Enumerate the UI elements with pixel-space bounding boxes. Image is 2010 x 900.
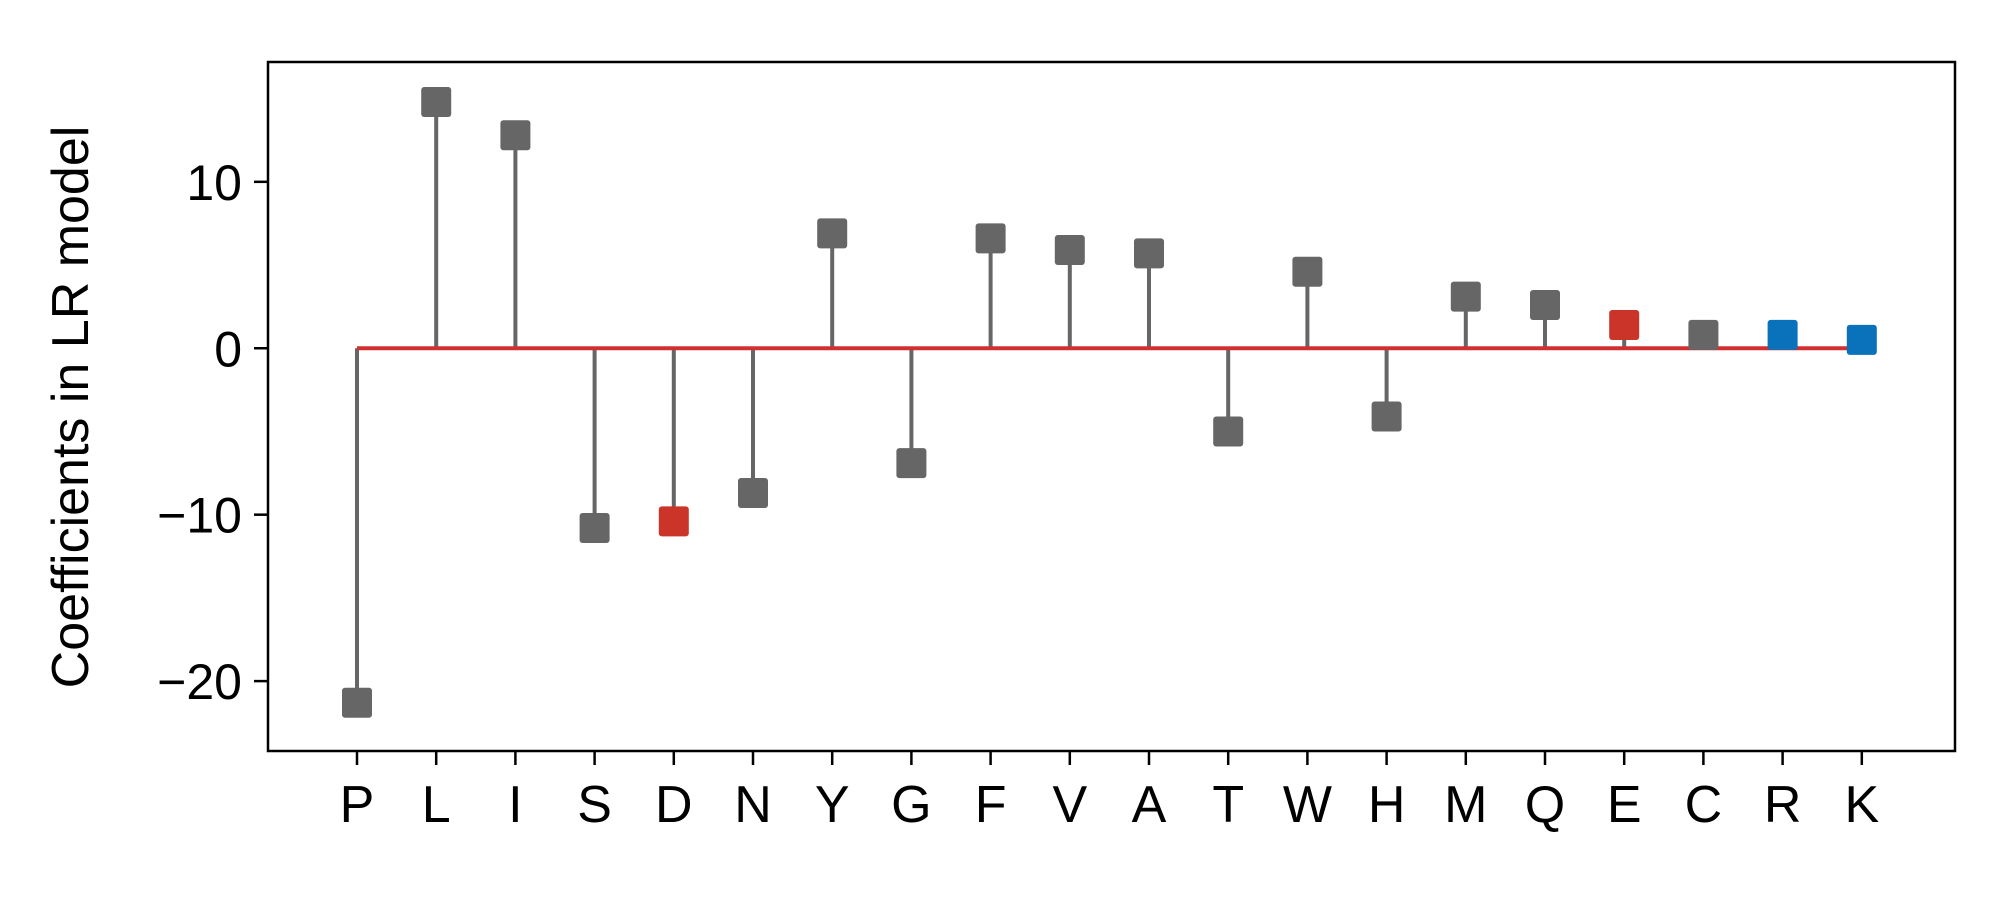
- marker-W: [1292, 256, 1323, 287]
- y-tick-label: −20: [157, 654, 242, 710]
- x-tick-label: N: [734, 776, 772, 834]
- marker-S: [579, 512, 610, 543]
- marker-A: [1134, 238, 1164, 269]
- x-tick-label: M: [1444, 776, 1487, 834]
- x-tick-label: V: [1052, 776, 1087, 834]
- marker-F: [975, 223, 1006, 254]
- x-tick-label: A: [1132, 776, 1167, 834]
- marker-P: [342, 687, 372, 718]
- marker-K: [1846, 324, 1877, 355]
- x-tick-label: T: [1212, 776, 1244, 834]
- marker-M: [1450, 281, 1481, 312]
- marker-R: [1767, 319, 1798, 350]
- marker-C: [1688, 319, 1719, 350]
- x-tick-label: S: [577, 776, 612, 834]
- x-tick-label: I: [508, 776, 522, 834]
- y-tick-label: 0: [214, 321, 242, 377]
- x-tick-label: G: [891, 776, 931, 834]
- marker-L: [421, 86, 452, 117]
- x-tick-label: E: [1607, 776, 1642, 834]
- marker-V: [1054, 235, 1085, 266]
- marker-G: [896, 448, 927, 479]
- marker-Y: [817, 218, 848, 249]
- marker-N: [738, 478, 768, 509]
- x-tick-label: C: [1685, 776, 1723, 834]
- x-tick-label: F: [975, 776, 1007, 834]
- x-tick-label: R: [1764, 776, 1802, 834]
- x-tick-label: P: [340, 776, 375, 834]
- marker-D: [658, 506, 689, 537]
- marker-Q: [1530, 289, 1560, 320]
- y-axis: −20 −10 0 10: [157, 155, 268, 710]
- x-tick-label: W: [1283, 776, 1332, 834]
- x-tick-label: L: [422, 776, 451, 834]
- x-tick-label: K: [1844, 776, 1879, 834]
- marker-T: [1213, 416, 1244, 447]
- marker-E: [1609, 309, 1640, 340]
- x-tick-label: H: [1368, 776, 1406, 834]
- x-tick-label: D: [655, 776, 693, 834]
- y-tick-label: −10: [157, 488, 242, 544]
- plot-frame: [266, 60, 1957, 753]
- markers: [342, 86, 1877, 718]
- x-tick-label: Q: [1525, 776, 1565, 834]
- stems: [355, 101, 1864, 703]
- marker-H: [1371, 401, 1402, 432]
- marker-I: [500, 120, 531, 151]
- y-axis-label: Coefficients in LR model: [42, 126, 100, 689]
- y-tick-label: 10: [186, 155, 242, 211]
- x-tick-label: Y: [815, 776, 850, 834]
